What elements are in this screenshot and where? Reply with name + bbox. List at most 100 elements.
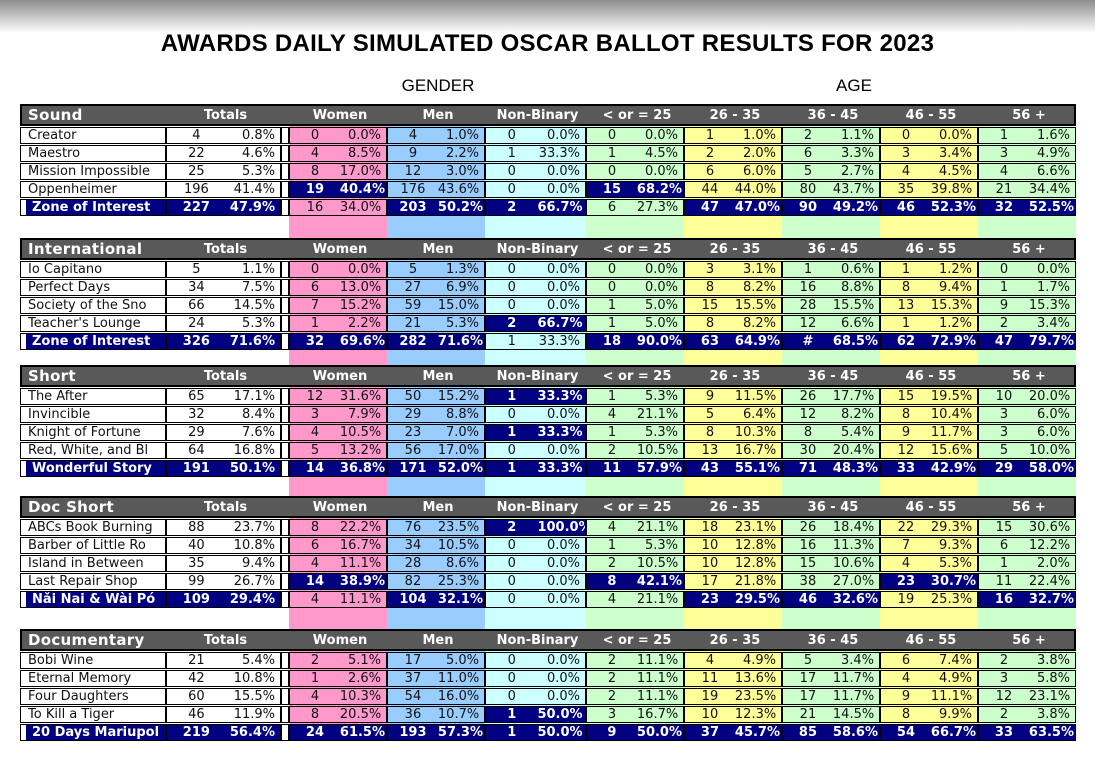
- table-row: Io Capitano 5 1.1% 0 0.0% 5 1.3% 0 0.0% 0 0.0% 3 3.1…: [20, 261, 1076, 278]
- stat-cell-age-56-plus: 1 1.7%: [978, 279, 1076, 296]
- percent-value: 15.0%: [437, 297, 480, 313]
- column-header-age-le-25: < or = 25: [602, 107, 672, 123]
- percent-value: 1.1%: [840, 127, 874, 143]
- percent-value: 17.0%: [437, 442, 480, 458]
- count-value: 282: [399, 333, 427, 349]
- stat-cell-non-binary: 2 66.7%: [485, 315, 586, 332]
- count-value: 4: [310, 688, 320, 704]
- separator-cell: [281, 145, 289, 162]
- count-value: 4: [310, 591, 320, 607]
- count-value: 15: [701, 297, 719, 313]
- page-title: AWARDS DAILY SIMULATED OSCAR BALLOT RESU…: [160, 30, 935, 57]
- percent-value: 15.5%: [734, 297, 777, 313]
- percent-value: 0.0%: [546, 670, 580, 686]
- percent-value: 0.0%: [546, 688, 580, 704]
- count-value: 3: [607, 706, 617, 722]
- stat-cell-age-26-35: 19 23.5%: [684, 688, 782, 705]
- percent-value: 1.1%: [241, 261, 275, 277]
- column-header-age-26-35: 26 - 35: [709, 368, 761, 384]
- stat-cell-age-36-45: 2 1.1%: [782, 127, 880, 144]
- separator-cell: [281, 127, 289, 144]
- count-value: 8: [310, 706, 320, 722]
- percent-value: 0.0%: [546, 555, 580, 571]
- count-value: 66: [188, 297, 205, 313]
- separator-cell: [281, 688, 289, 705]
- percent-value: 50.0%: [537, 724, 583, 740]
- winner-row: 20 Days Mariupol 219 56.4% 24 61.5% 193 57.3% 1…: [20, 724, 1076, 741]
- percent-value: 12.8%: [734, 555, 777, 571]
- category-table-sound: Sound Totals Women Men Non-Binary < or = 25 26…: [20, 104, 1076, 216]
- percent-value: 10.6%: [832, 555, 875, 571]
- percent-value: 5.4%: [241, 652, 275, 668]
- percent-value: 34.4%: [1028, 181, 1071, 197]
- stat-cell-totals: 32 8.4%: [166, 406, 281, 423]
- stat-cell-age-36-45: 30 20.4%: [782, 442, 880, 459]
- count-value: 2: [705, 145, 715, 161]
- count-value: 196: [183, 181, 209, 197]
- percent-value: 50.0%: [537, 706, 583, 722]
- stat-cell-age-36-45: 1 0.6%: [782, 261, 880, 278]
- percent-value: 50.2%: [437, 199, 484, 215]
- column-header-non-binary: Non-Binary: [496, 107, 579, 123]
- movie-title-cell: Four Daughters: [20, 688, 166, 705]
- stat-cell-age-46-55: 1 1.2%: [880, 261, 978, 278]
- movie-title-cell: Oppenheimer: [20, 181, 166, 198]
- stat-cell-age-le-25: 2 11.1%: [586, 652, 684, 669]
- percent-value: 6.0%: [742, 163, 776, 179]
- percent-value: 11.0%: [437, 670, 480, 686]
- percent-value: 20.5%: [339, 706, 382, 722]
- percent-value: 71.6%: [437, 333, 484, 349]
- stat-cell-age-26-35: 37 45.7%: [684, 724, 782, 741]
- stat-cell-women: 0 0.0%: [289, 127, 387, 144]
- separator-cell: [281, 460, 289, 477]
- stat-cell-age-le-25: 0 0.0%: [586, 279, 684, 296]
- column-header-age-36-45: 36 - 45: [807, 499, 859, 515]
- percent-value: 68.5%: [832, 333, 879, 349]
- count-value: 11: [602, 460, 621, 476]
- stat-cell-age-36-45: 15 10.6%: [782, 555, 880, 572]
- stat-cell-age-46-55: 8 9.4%: [880, 279, 978, 296]
- percent-value: 11.1%: [339, 555, 382, 571]
- count-value: 18: [701, 519, 719, 535]
- column-header-age-36-45: 36 - 45: [807, 368, 859, 384]
- stat-cell-age-46-55: 8 10.4%: [880, 406, 978, 423]
- count-value: 19: [701, 688, 719, 704]
- stat-cell-age-26-35: 47 47.0%: [684, 199, 782, 216]
- percent-value: 4.9%: [1036, 145, 1070, 161]
- percent-value: 18.4%: [832, 519, 875, 535]
- count-value: 16: [799, 537, 817, 553]
- stat-cell-men: 36 10.7%: [387, 706, 485, 723]
- column-header-non-binary: Non-Binary: [496, 632, 579, 648]
- percent-value: 20.4%: [832, 442, 875, 458]
- percent-value: 9.3%: [938, 537, 972, 553]
- percent-value: 56.4%: [229, 724, 275, 740]
- stat-cell-age-46-55: 46 52.3%: [880, 199, 978, 216]
- percent-value: 14.5%: [233, 297, 275, 313]
- count-value: 9: [705, 388, 715, 404]
- stat-cell-age-26-35: 8 8.2%: [684, 279, 782, 296]
- percent-value: 6.4%: [742, 406, 776, 422]
- stat-cell-men: 82 25.3%: [387, 573, 485, 590]
- count-value: #: [802, 333, 814, 349]
- count-value: 0: [607, 127, 617, 143]
- count-value: 8: [901, 279, 911, 295]
- percent-value: 0.0%: [347, 261, 381, 277]
- count-value: 3: [999, 145, 1009, 161]
- count-value: 4: [607, 519, 617, 535]
- count-value: 46: [798, 591, 817, 607]
- separator-cell: [281, 573, 289, 590]
- stat-cell-age-46-55: 6 7.4%: [880, 652, 978, 669]
- stat-cell-women: 1 2.2%: [289, 315, 387, 332]
- count-value: 1: [607, 537, 617, 553]
- stat-cell-women: 5 13.2%: [289, 442, 387, 459]
- stat-cell-age-56-plus: 5 10.0%: [978, 442, 1076, 459]
- percent-value: 41.4%: [233, 181, 275, 197]
- count-value: 2: [607, 652, 617, 668]
- stat-cell-age-56-plus: 21 34.4%: [978, 181, 1076, 198]
- stat-cell-age-56-plus: 9 15.3%: [978, 297, 1076, 314]
- count-value: 1: [901, 315, 911, 331]
- percent-value: 0.0%: [546, 181, 580, 197]
- separator-cell: [281, 333, 289, 350]
- stat-cell-totals: 326 71.6%: [166, 333, 281, 350]
- percent-value: 0.0%: [546, 537, 580, 553]
